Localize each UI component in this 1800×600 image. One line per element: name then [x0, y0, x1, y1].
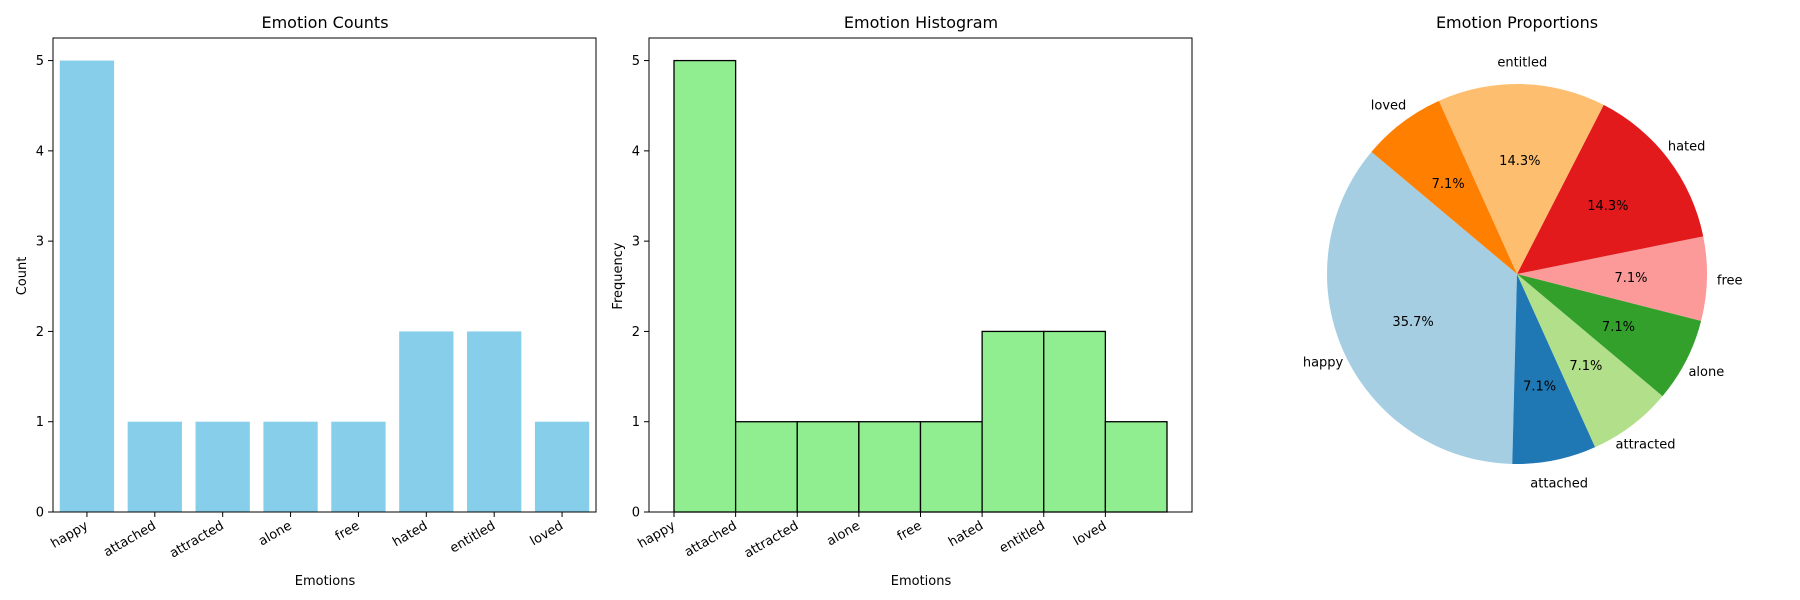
y-tick-label: 2 — [36, 325, 44, 340]
y-tick-label: 1 — [632, 415, 640, 430]
x-axis-label: Emotions — [295, 574, 356, 589]
x-tick-label: entitled — [447, 518, 498, 556]
bar-hated — [981, 330, 1045, 513]
x-tick-label: loved — [528, 518, 566, 549]
bar-attracted — [195, 421, 250, 512]
pie-label: alone — [1688, 365, 1724, 380]
bar-alone — [263, 421, 318, 512]
x-axis-label: Emotions — [891, 574, 952, 589]
x-tick-label: alone — [256, 518, 294, 549]
bar-entitled — [1043, 330, 1107, 513]
bar-loved — [534, 421, 590, 512]
emotion-histogram-chart: Emotion Histogram Emotions Frequency 0 1 2… — [611, 13, 1193, 589]
chart-title: Emotion Counts — [261, 13, 388, 32]
x-tick-label: happy — [48, 518, 91, 551]
pie-slice-free — [1517, 236, 1708, 321]
x-tick-label: free — [895, 518, 925, 544]
bar-hated — [399, 331, 454, 512]
y-axis-label: Count — [15, 257, 30, 296]
pie-percent-label: 7.1% — [1602, 320, 1635, 335]
y-tick-label: 4 — [36, 144, 44, 159]
pie-percent-label: 14.3% — [1499, 154, 1540, 169]
bar-attracted — [796, 421, 860, 513]
y-tick-label: 4 — [632, 144, 640, 159]
chart-title: Emotion Proportions — [1436, 13, 1598, 32]
y-tick-label: 3 — [36, 235, 44, 250]
pie-label: hated — [1668, 140, 1706, 155]
pie-percent-label: 7.1% — [1569, 359, 1602, 374]
y-tick-label: 1 — [36, 415, 44, 430]
x-tick-label: attracted — [167, 518, 226, 561]
x-tick-label: loved — [1071, 518, 1109, 549]
pie-slice-attached — [1512, 274, 1596, 464]
y-tick-label: 2 — [632, 325, 640, 340]
pie-slice-alone — [1517, 274, 1702, 397]
x-tick-label: attached — [101, 518, 159, 560]
pie-label: attracted — [1616, 438, 1676, 453]
pie-percent-label: 7.1% — [1523, 380, 1556, 395]
pie-label: attached — [1530, 477, 1588, 492]
chart-title: Emotion Histogram — [844, 13, 998, 32]
pie-label: entitled — [1497, 55, 1547, 70]
pie-percent-label: 7.1% — [1432, 177, 1465, 192]
pie-label: free — [1717, 273, 1743, 288]
axes-frame — [52, 37, 597, 513]
x-tick-label: attracted — [742, 518, 801, 561]
x-tick-label: happy — [636, 518, 679, 551]
bar-loved — [1104, 421, 1168, 513]
pie-percent-label: 7.1% — [1614, 271, 1647, 286]
pie-label: loved — [1371, 98, 1407, 113]
x-tick-label: alone — [824, 518, 862, 549]
x-tick-label: attached — [682, 518, 740, 560]
bar-happy — [59, 60, 115, 512]
y-tick-label: 5 — [632, 54, 640, 69]
y-tick-label: 3 — [632, 235, 640, 250]
x-tick-label: hated — [390, 518, 430, 550]
pie-slice-attracted — [1517, 274, 1663, 448]
bar-attached — [127, 421, 182, 512]
x-tick-label: hated — [946, 518, 986, 550]
pie-label: happy — [1303, 356, 1344, 371]
pie-slice-entitled — [1438, 83, 1604, 275]
x-tick-label: entitled — [997, 518, 1048, 556]
pie-slice-happy — [1327, 151, 1517, 464]
y-axis-label: Frequency — [611, 242, 626, 309]
bar-free — [331, 421, 386, 512]
bar-free — [919, 421, 983, 513]
emotion-counts-chart: Emotion Counts Emotions Count 0 1 2 3 4 5 happ… — [15, 13, 597, 589]
bar-happy — [673, 59, 737, 513]
pie-percent-label: 35.7% — [1392, 315, 1433, 330]
y-tick-label: 0 — [36, 506, 44, 521]
bar-entitled — [467, 331, 522, 512]
pie-slice-loved — [1371, 100, 1517, 274]
pie-percent-label: 14.3% — [1587, 199, 1628, 214]
y-tick-label: 5 — [36, 54, 44, 69]
bar-attached — [734, 421, 798, 513]
y-tick-label: 0 — [632, 506, 640, 521]
x-tick-label: free — [333, 518, 363, 544]
pie-slice-hated — [1517, 104, 1704, 275]
bar-alone — [858, 421, 922, 513]
emotion-proportions-chart: Emotion Proportions 35.7% happy 7.1% attach… — [1303, 13, 1743, 492]
